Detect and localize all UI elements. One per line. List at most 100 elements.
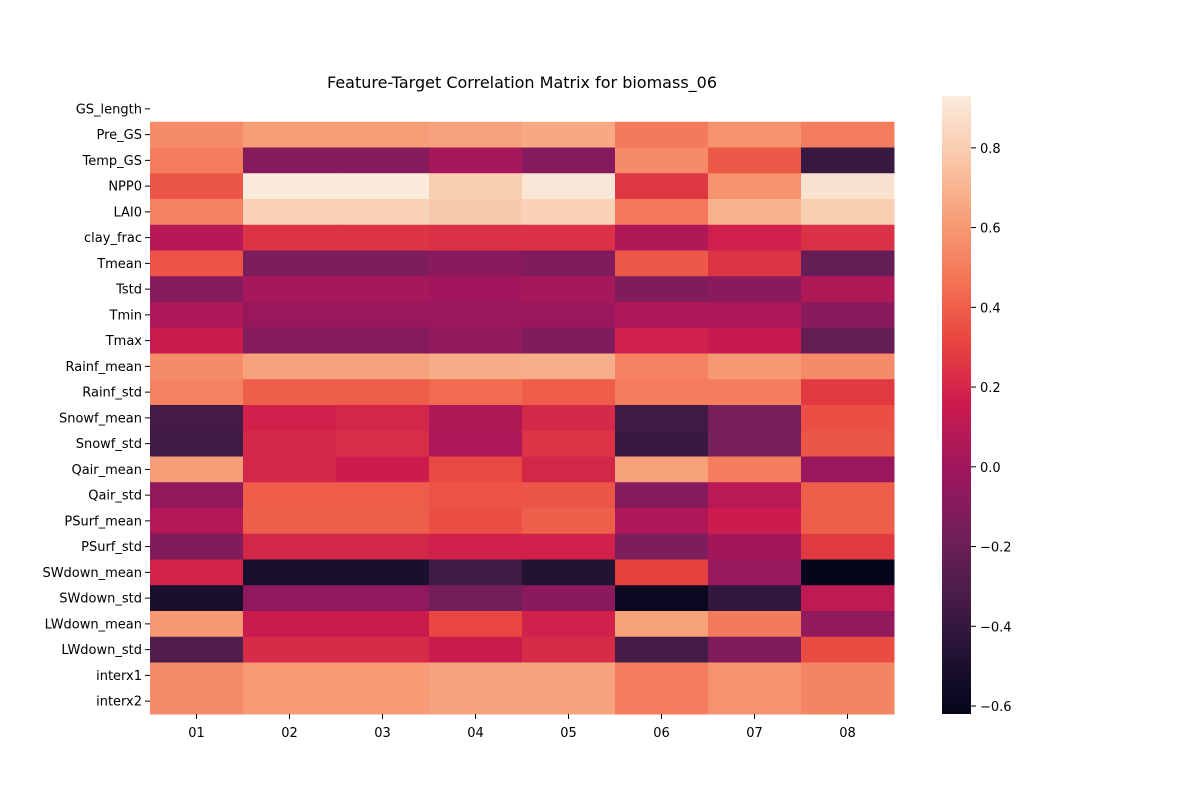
heatmap-cell	[708, 636, 802, 663]
heatmap-cell	[615, 405, 709, 432]
heatmap-cell	[243, 482, 337, 509]
heatmap-cell	[243, 276, 337, 303]
heatmap-cell	[150, 456, 244, 483]
heatmap-cell	[522, 121, 616, 148]
heatmap-cell	[801, 508, 895, 535]
heatmap-cell	[708, 430, 802, 457]
colorbar-tick-label: −0.6	[980, 700, 1012, 715]
colorbar-tick-label: 0.8	[980, 142, 1001, 157]
x-tick-label: 05	[560, 726, 577, 741]
heatmap-cell	[522, 456, 616, 483]
x-tick-label: 07	[746, 726, 763, 741]
heatmap-cell	[708, 533, 802, 560]
heatmap-cell	[708, 147, 802, 174]
heatmap-cell	[336, 559, 430, 586]
y-tick-label: interx1	[96, 669, 142, 684]
heatmap-cell	[708, 199, 802, 226]
heatmap-cell	[522, 302, 616, 329]
heatmap-cell	[243, 224, 337, 251]
heatmap-cell	[801, 688, 895, 715]
heatmap-cell	[615, 173, 709, 200]
heatmap-cell	[150, 173, 244, 200]
heatmap-cell	[150, 585, 244, 612]
heatmap-cell	[243, 611, 337, 638]
heatmap-cell	[336, 611, 430, 638]
y-tick-label: clay_frac	[84, 231, 142, 246]
heatmap-cell	[150, 327, 244, 354]
heatmap-cells	[150, 121, 895, 715]
y-tick-label: Rainf_mean	[65, 360, 142, 375]
heatmap-cell	[615, 224, 709, 251]
heatmap-cell	[708, 559, 802, 586]
heatmap-cell	[429, 508, 523, 535]
heatmap-cell	[429, 585, 523, 612]
y-tick-label: GS_length	[76, 102, 142, 117]
heatmap-cell	[150, 405, 244, 432]
heatmap-cell	[336, 173, 430, 200]
heatmap-cell	[522, 636, 616, 663]
heatmap-cell	[522, 199, 616, 226]
heatmap-cell	[615, 302, 709, 329]
y-tick-label: Pre_GS	[97, 128, 143, 143]
heatmap-cell	[801, 585, 895, 612]
heatmap-cell	[708, 224, 802, 251]
heatmap-cell	[522, 482, 616, 509]
heatmap-cell	[801, 353, 895, 380]
y-tick-label: Qair_mean	[71, 463, 142, 478]
heatmap-cell	[243, 508, 337, 535]
heatmap-cell	[243, 379, 337, 406]
heatmap-cell	[522, 559, 616, 586]
heatmap-cell	[522, 662, 616, 689]
x-tick-label: 06	[653, 726, 670, 741]
y-tick-label: LWdown_std	[61, 643, 142, 658]
heatmap-cell	[429, 662, 523, 689]
heatmap-cell	[243, 430, 337, 457]
y-tick-label: SWdown_std	[59, 592, 142, 607]
heatmap-cell	[708, 302, 802, 329]
heatmap-cell	[801, 173, 895, 200]
colorbar-gradient	[942, 96, 971, 714]
heatmap-cell	[429, 379, 523, 406]
colorbar-tick-label: 0.6	[980, 222, 1001, 237]
heatmap-cell	[708, 508, 802, 535]
heatmap-cell	[243, 147, 337, 174]
heatmap-cell	[336, 585, 430, 612]
heatmap-cell	[336, 147, 430, 174]
heatmap-cell	[150, 302, 244, 329]
heatmap-cell	[429, 353, 523, 380]
heatmap-cell	[801, 533, 895, 560]
heatmap-cell	[522, 224, 616, 251]
heatmap-cell	[150, 379, 244, 406]
heatmap-cell	[522, 173, 616, 200]
heatmap-cell	[243, 121, 337, 148]
heatmap-cell	[615, 508, 709, 535]
heatmap-cell	[336, 353, 430, 380]
heatmap-cell	[801, 559, 895, 586]
heatmap-cell	[801, 121, 895, 148]
heatmap-cell	[150, 636, 244, 663]
heatmap-cell	[150, 688, 244, 715]
heatmap-cell	[801, 147, 895, 174]
y-tick-label: Temp_GS	[82, 154, 142, 169]
heatmap-cell	[615, 533, 709, 560]
heatmap-cell	[522, 508, 616, 535]
heatmap-cell	[708, 327, 802, 354]
heatmap-cell	[708, 121, 802, 148]
heatmap-cell	[522, 688, 616, 715]
heatmap-cell	[336, 327, 430, 354]
heatmap-cell	[522, 353, 616, 380]
y-tick-label: Rainf_std	[82, 386, 142, 401]
y-tick-label: Snowf_std	[76, 437, 142, 452]
heatmap-cell	[243, 533, 337, 560]
heatmap-cell	[522, 533, 616, 560]
heatmap-cell	[429, 405, 523, 432]
heatmap-cell	[615, 456, 709, 483]
heatmap-cell	[150, 611, 244, 638]
colorbar-tick-label: 0.2	[980, 381, 1001, 396]
heatmap-cell	[429, 688, 523, 715]
y-tick-label: Tmean	[96, 257, 142, 272]
heatmap-cell	[615, 585, 709, 612]
heatmap-cell	[150, 353, 244, 380]
y-tick-label: Tstd	[115, 283, 142, 298]
